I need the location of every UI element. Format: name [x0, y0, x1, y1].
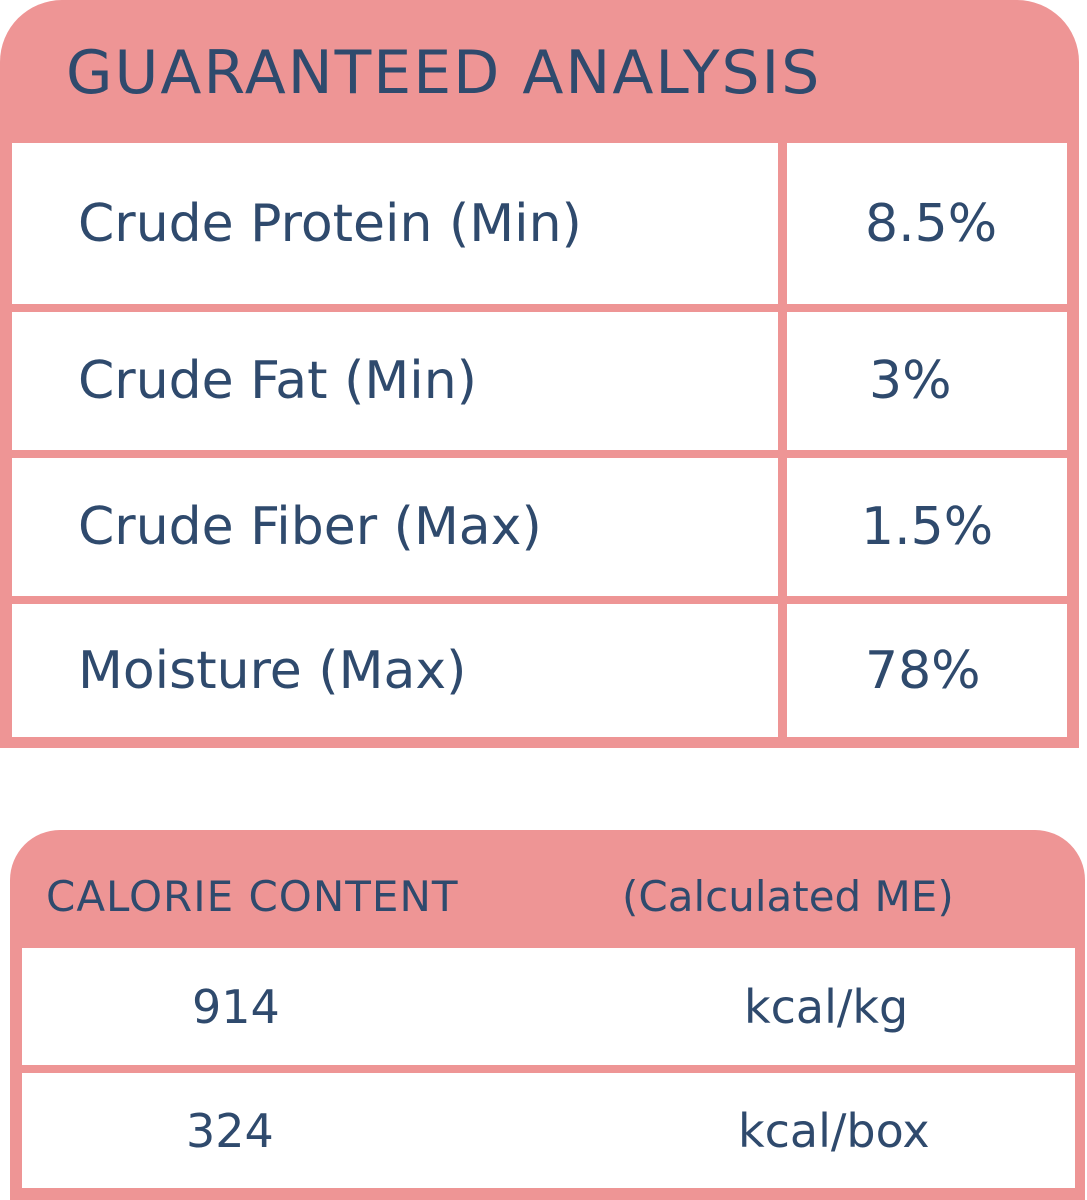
calorie-content-subtitle: (Calculated ME): [622, 872, 954, 921]
row-label: Crude Fat (Min): [12, 312, 778, 450]
calorie-content-title: CALORIE CONTENT: [46, 872, 459, 921]
guaranteed-analysis-table: GUARANTEED ANALYSIS Crude Protein (Min) …: [0, 0, 1079, 748]
row-label: Moisture (Max): [12, 604, 778, 737]
calorie-row: 914 kcal/kg: [22, 948, 1075, 1065]
calorie-content-table: CALORIE CONTENT (Calculated ME) 914 kcal…: [10, 830, 1085, 1200]
row-value: 1.5%: [787, 458, 1067, 596]
calorie-row: 324 kcal/box: [22, 1073, 1075, 1188]
row-value: 8.5%: [787, 143, 1067, 304]
row-label: Crude Fiber (Max): [12, 458, 778, 596]
row-label: Crude Protein (Min): [12, 143, 778, 304]
row-value: 3%: [787, 312, 1067, 450]
guaranteed-analysis-title: GUARANTEED ANALYSIS: [66, 38, 822, 108]
row-value: 78%: [787, 604, 1067, 737]
